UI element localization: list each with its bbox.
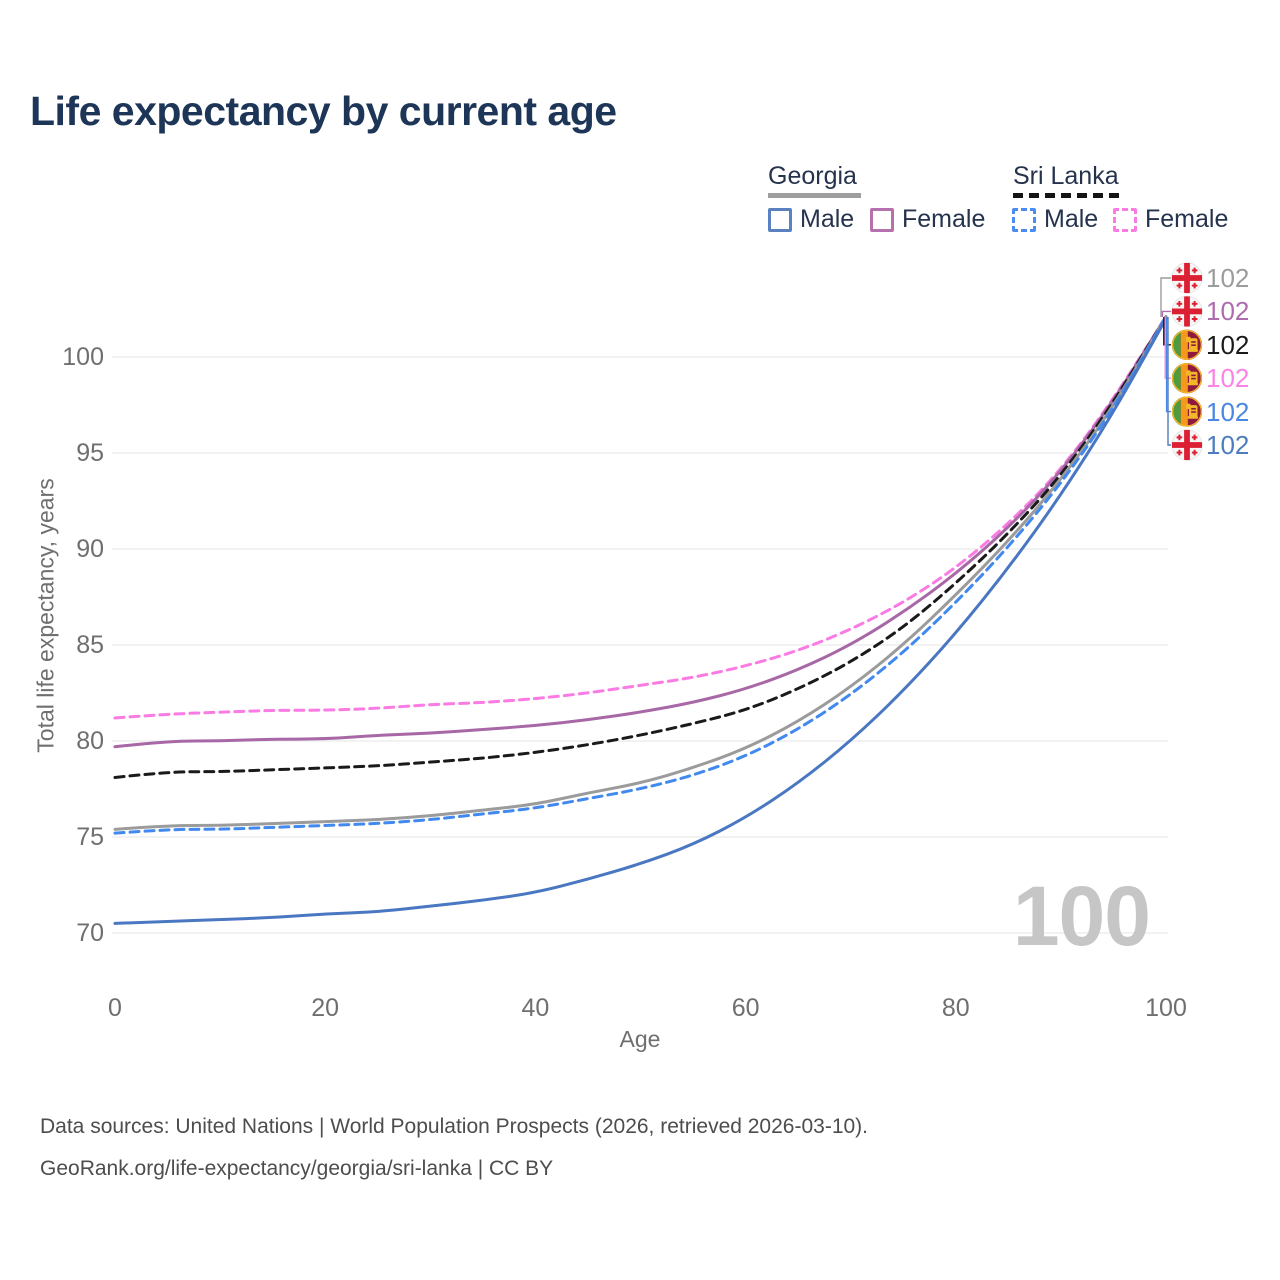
series-line-sri-lanka <box>113 315 1168 779</box>
y-tick-label: 75 <box>76 823 104 851</box>
series-line-sri-lanka-female <box>113 315 1168 720</box>
legend-swatch-sri-lanka-male <box>1012 207 1036 232</box>
x-tick-label: 0 <box>108 994 122 1022</box>
x-tick-label: 100 <box>1145 994 1187 1022</box>
series-end-value: 102 <box>1206 430 1250 460</box>
legend-swatch-georgia-male <box>768 207 792 232</box>
series-end-value: 102 <box>1206 263 1250 293</box>
y-tick-label: 100 <box>62 343 104 371</box>
legend-label: Female <box>902 205 986 233</box>
flag-icon-georgia <box>1171 295 1203 327</box>
y-tick-label: 95 <box>76 439 104 467</box>
x-tick-label: 20 <box>311 994 340 1022</box>
leader-lines <box>1160 277 1171 446</box>
x-axis-title: Age <box>619 1026 661 1052</box>
series-end-value: 102 <box>1206 363 1250 394</box>
legend-swatch-georgia-female <box>870 207 894 232</box>
legend-label: Male <box>1044 205 1099 233</box>
legend-item-georgia-female[interactable]: Female <box>870 205 985 234</box>
x-tick-label: 40 <box>521 994 550 1022</box>
series-line-georgia-male <box>113 317 1168 925</box>
legend-sri-lanka-line-swatch <box>1013 193 1125 198</box>
gridlines <box>112 356 1168 934</box>
y-axis-title: Total life expectancy, years <box>32 478 59 753</box>
series-line-georgia <box>113 315 1168 831</box>
legend-item-sri-lanka-female[interactable]: Female <box>1113 205 1228 234</box>
legend-swatch-sri-lanka-female <box>1113 207 1137 232</box>
legend-label: Male <box>800 205 855 233</box>
flag-icon-sri-lanka <box>1171 363 1203 394</box>
series-lines <box>113 315 1168 925</box>
watermark-age-counter: 100 <box>1012 869 1151 963</box>
y-tick-label: 90 <box>76 535 104 563</box>
legend-item-georgia-male[interactable]: Male <box>768 205 854 234</box>
page-title: Life expectancy by current age <box>30 88 617 134</box>
series-end-value: 102 <box>1206 329 1250 360</box>
legend-group-sri-lanka[interactable]: Sri Lanka <box>1013 162 1119 190</box>
footer-url-line: GeoRank.org/life-expectancy/georgia/sri-… <box>40 1157 554 1180</box>
series-line-sri-lanka-male <box>113 315 1168 835</box>
y-tick-label: 80 <box>76 727 104 755</box>
flag-icon-sri-lanka <box>1171 329 1203 360</box>
x-tick-label: 80 <box>941 994 970 1022</box>
series-end-value: 102 <box>1206 296 1250 327</box>
end-label-flags <box>1171 262 1203 461</box>
flag-icon-georgia <box>1171 429 1203 461</box>
series-line-georgia-female <box>113 315 1168 749</box>
flag-icon-sri-lanka <box>1171 396 1203 427</box>
y-tick-label: 70 <box>76 919 104 947</box>
footer: Data sources: United Nations | World Pop… <box>40 1106 868 1190</box>
y-tick-label: 85 <box>76 631 104 659</box>
legend-item-sri-lanka-male[interactable]: Male <box>1012 205 1098 234</box>
flag-icon-georgia <box>1171 262 1203 294</box>
footer-source-line: Data sources: United Nations | World Pop… <box>40 1115 869 1138</box>
legend-group-georgia[interactable]: Georgia <box>768 162 857 190</box>
series-end-value: 102 <box>1206 396 1250 427</box>
legend-georgia-line-swatch <box>768 193 861 198</box>
x-tick-label: 60 <box>731 994 760 1022</box>
legend-label: Female <box>1145 205 1229 233</box>
